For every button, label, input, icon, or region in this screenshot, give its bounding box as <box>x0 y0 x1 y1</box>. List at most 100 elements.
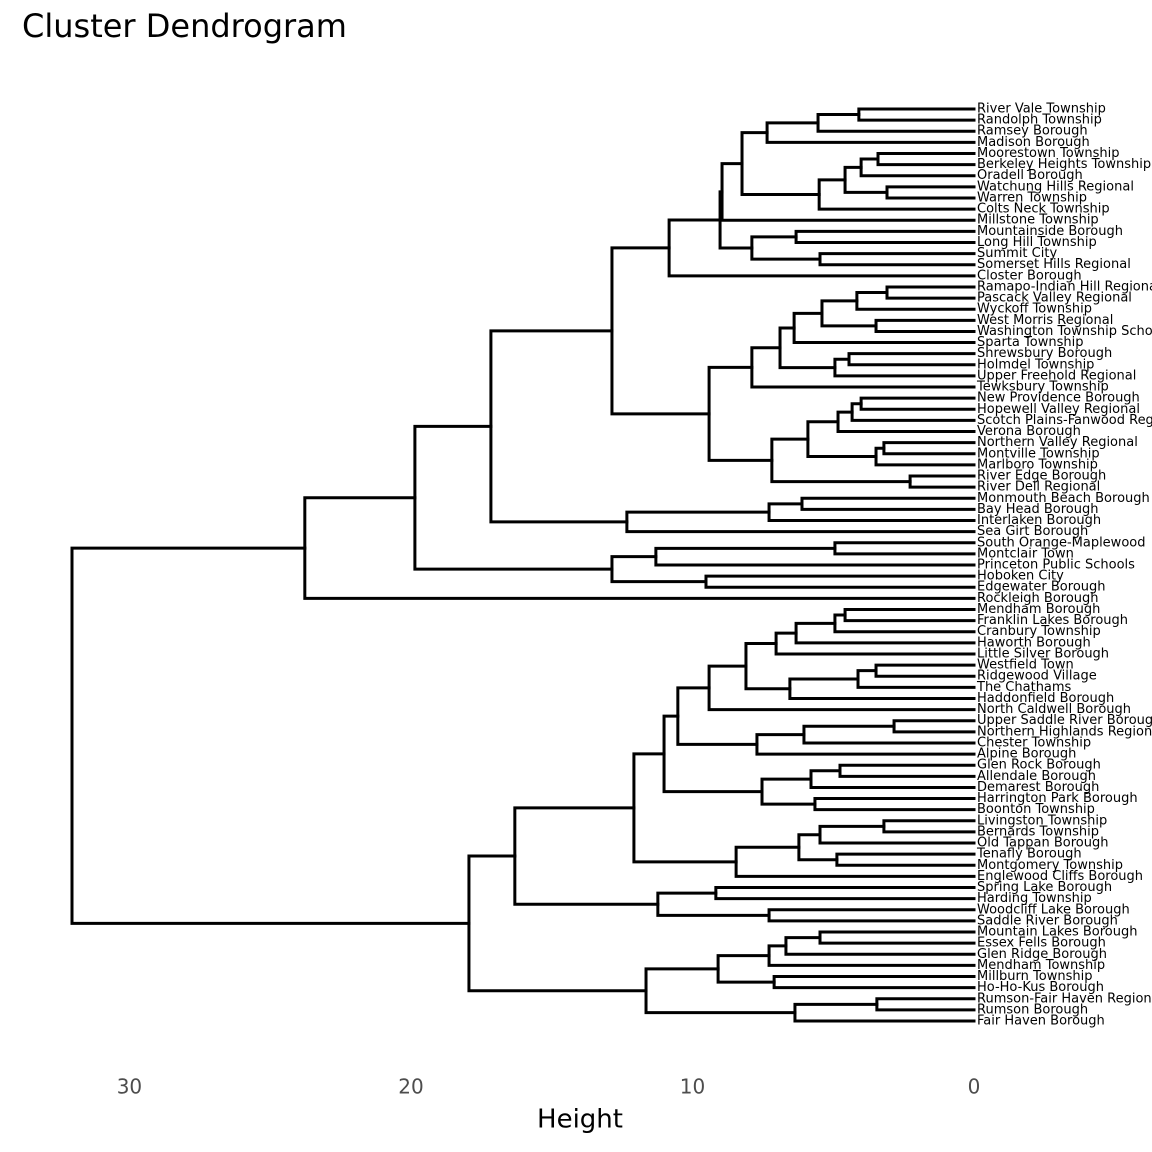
branch <box>843 607 976 623</box>
branch <box>850 402 976 422</box>
branch <box>767 502 976 523</box>
leaf-label: Ramapo-Indian Hill Regional <box>977 279 1152 294</box>
leaf-label: Wyckoff Township <box>977 302 1092 317</box>
leaf-label: Washington Township Schools <box>977 324 1152 339</box>
leaf-label: Monmouth Beach Borough <box>977 491 1150 506</box>
leaf-label: Montgomery Township <box>977 858 1123 873</box>
branch <box>513 806 660 906</box>
leaf-label: Mendham Borough <box>977 602 1100 617</box>
leaf-label: Moorestown Township <box>977 146 1119 161</box>
leaf-label: Summit City <box>977 246 1057 261</box>
leaf-label: Long Hill Township <box>977 235 1097 250</box>
branch <box>767 908 976 923</box>
branch <box>874 663 976 678</box>
leaf-label: Scotch Plains-Fanwood Regional <box>977 413 1152 428</box>
branch <box>760 777 817 806</box>
branch <box>800 496 976 511</box>
leaf-label: Little Silver Borough <box>977 646 1109 661</box>
branch <box>632 752 738 864</box>
branch <box>809 769 976 789</box>
leaf-label: Tenafly Borough <box>976 847 1082 862</box>
x-axis-label: Height <box>537 1105 623 1135</box>
branch <box>816 113 976 133</box>
branch <box>847 352 976 367</box>
leaf-label: Ridgewood Village <box>977 669 1097 684</box>
branch <box>784 936 976 956</box>
leaf-label: Old Tappan Borough <box>977 836 1108 851</box>
x-tick-label: 20 <box>398 1075 423 1099</box>
leaf-label: Upper Freehold Regional <box>977 368 1136 383</box>
leaf-label: Millburn Township <box>977 969 1092 984</box>
branch <box>770 437 912 484</box>
branch <box>610 555 708 584</box>
leaf-label: Sparta Township <box>977 335 1083 350</box>
branch <box>644 967 797 1015</box>
branch <box>875 997 976 1012</box>
leaf-label: Woodcliff Lake Borough <box>977 902 1130 917</box>
branch <box>667 218 976 278</box>
branch <box>413 424 614 571</box>
leaf-label: North Caldwell Borough <box>977 702 1131 717</box>
leaf-label: Montville Township <box>977 446 1100 461</box>
leaf-label: Millstone Township <box>977 213 1099 228</box>
leaf-label: Glen Ridge Borough <box>977 947 1107 962</box>
leaf-label: Mendham Township <box>977 958 1105 973</box>
branch <box>654 546 976 567</box>
branch <box>610 246 711 416</box>
leaf-label: Verona Borough <box>977 424 1081 439</box>
leaf-label: Northern Valley Regional <box>977 435 1138 450</box>
leaf-label: Sea Girt Borough <box>977 524 1088 539</box>
leaf-label: Holmdel Township <box>977 357 1094 372</box>
leaf-label: Boonton Township <box>977 802 1095 817</box>
branch <box>882 441 976 456</box>
branch <box>820 299 878 328</box>
branch <box>794 229 976 244</box>
chart-title: Cluster Dendrogram <box>22 7 347 45</box>
branch <box>818 930 976 945</box>
leaf-label: Edgewater Borough <box>977 580 1106 595</box>
branch <box>802 724 976 745</box>
leaf-label: River Edge Borough <box>977 469 1106 484</box>
branch <box>843 165 889 194</box>
branch <box>833 613 976 634</box>
leaf-label: Berkeley Heights Township <box>977 157 1151 172</box>
branch <box>704 574 976 589</box>
branch <box>818 252 976 267</box>
leaf-label: Cranbury Township <box>977 624 1101 639</box>
leaf-label: River Vale Township <box>977 102 1106 117</box>
leaf-label: Randolph Township <box>977 113 1102 128</box>
leaf-label: Madison Borough <box>977 135 1090 150</box>
branch <box>797 833 839 862</box>
branch <box>744 642 792 691</box>
leaf-label: River Dell Regional <box>977 480 1100 495</box>
branch <box>793 1002 976 1023</box>
branch <box>908 474 976 489</box>
leaf-label: Livingston Township <box>977 813 1107 828</box>
leaf-label: Englewood Cliffs Borough <box>977 869 1143 884</box>
leaf-label: Interlaken Borough <box>977 513 1101 528</box>
branch <box>833 541 976 556</box>
branch <box>734 845 976 878</box>
x-tick-label: 10 <box>680 1075 705 1099</box>
leaf-label: Franklin Lakes Borough <box>977 613 1128 628</box>
branch <box>835 852 976 867</box>
leaf-label: Watchung Hills Regional <box>977 179 1134 194</box>
branch <box>778 326 837 370</box>
leaf-label: Fair Haven Borough <box>977 1014 1105 1029</box>
leaf-label: Rumson-Fair Haven Regional <box>977 991 1152 1006</box>
leaf-label: Upper Saddle River Borough <box>977 713 1152 728</box>
branch <box>882 819 976 834</box>
leaf-label: Northern Highlands Regional <box>977 724 1152 739</box>
branch <box>707 365 774 462</box>
leaf-label: Somerset Hills Regional <box>977 257 1131 272</box>
leaf-label: Ho-Ho-Kus Borough <box>977 980 1104 995</box>
branch <box>676 686 759 746</box>
branch <box>750 235 822 261</box>
leaf-label: New Providence Borough <box>977 391 1140 406</box>
leaf-label: Mountainside Borough <box>977 224 1123 239</box>
x-tick-label: 0 <box>968 1075 981 1099</box>
leaf-label: Ramsey Borough <box>977 124 1088 139</box>
branch <box>772 975 976 990</box>
